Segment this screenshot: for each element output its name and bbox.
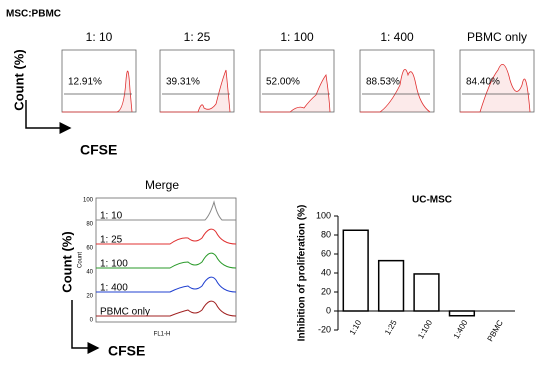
panel-title: 1: 400 [380, 30, 414, 44]
y-tick-label: 80 [321, 229, 331, 239]
merge-label: PBMC only [100, 307, 150, 318]
count-label: Count (%) [59, 231, 74, 292]
merge-curve [96, 300, 237, 317]
axis-arrow [25, 100, 72, 134]
panel-frame [359, 49, 435, 113]
percent: 12.91% [68, 77, 102, 88]
histogram [460, 63, 531, 113]
y-tick-label: -20 [318, 324, 331, 334]
merge-y-tick: 20 [86, 294, 93, 300]
merge-curve [96, 252, 237, 269]
merge-y-tick: 40 [86, 270, 93, 276]
histogram [360, 68, 431, 113]
bar [413, 273, 440, 312]
merge-title: Merge [145, 178, 179, 192]
percent: 88.53% [366, 77, 400, 88]
percent: 84.40% [466, 77, 500, 88]
percent: 39.31% [166, 77, 200, 88]
panel-title: PBMC only [467, 30, 527, 44]
bar [377, 259, 405, 312]
merge-ylabel: Count [78, 252, 84, 268]
x-tick-label: 1:100 [416, 318, 434, 340]
percent: 52.00% [266, 77, 300, 88]
merge-frame [95, 197, 237, 323]
chart-title: UC-MSC [412, 195, 452, 206]
histogram [260, 74, 331, 113]
x-tick-label: 1:400 [452, 318, 470, 340]
cfse-label: CFSE [80, 142, 117, 158]
merge-y-tick: 0 [90, 318, 94, 324]
bar [448, 310, 476, 317]
axis-arrow [71, 300, 100, 354]
merge-xlabel: FL1-H [154, 332, 171, 338]
merge-curve [96, 200, 236, 221]
y-tick-label: 100 [316, 210, 331, 220]
figure-label: MSC:PBMC [6, 9, 61, 20]
y-tick-label: 40 [321, 267, 331, 277]
merge-curve [96, 276, 237, 293]
y-axis-label: Inhibition of proliferation (%) [297, 205, 308, 342]
histogram [62, 70, 133, 113]
panel-title: 1: 10 [86, 30, 113, 44]
y-tick-label: 0 [326, 305, 331, 315]
histogram [160, 69, 231, 113]
y-tick-label: 20 [321, 286, 331, 296]
x-tick-label: PBMC [486, 318, 505, 343]
merge-label: 1: 25 [100, 235, 123, 246]
bar [342, 229, 369, 312]
x-tick-label: 1:10 [348, 318, 364, 336]
merge-y-tick: 60 [86, 246, 93, 252]
merge-curve [96, 228, 237, 245]
count-label: Count (%) [11, 49, 26, 110]
merge-label: 1: 10 [100, 211, 123, 222]
merge-label: 1: 100 [100, 259, 128, 270]
merge-y-tick: 100 [83, 198, 94, 204]
panel-title: 1: 25 [184, 30, 211, 44]
merge-label: 1: 400 [100, 283, 128, 294]
panel-frame [259, 49, 335, 113]
x-tick-label: 1:25 [383, 318, 399, 336]
panel-title: 1: 100 [280, 30, 314, 44]
y-tick-label: 60 [321, 248, 331, 258]
panel-frame [459, 49, 535, 113]
cfse-label: CFSE [108, 343, 145, 359]
merge-y-tick: 80 [86, 222, 93, 228]
